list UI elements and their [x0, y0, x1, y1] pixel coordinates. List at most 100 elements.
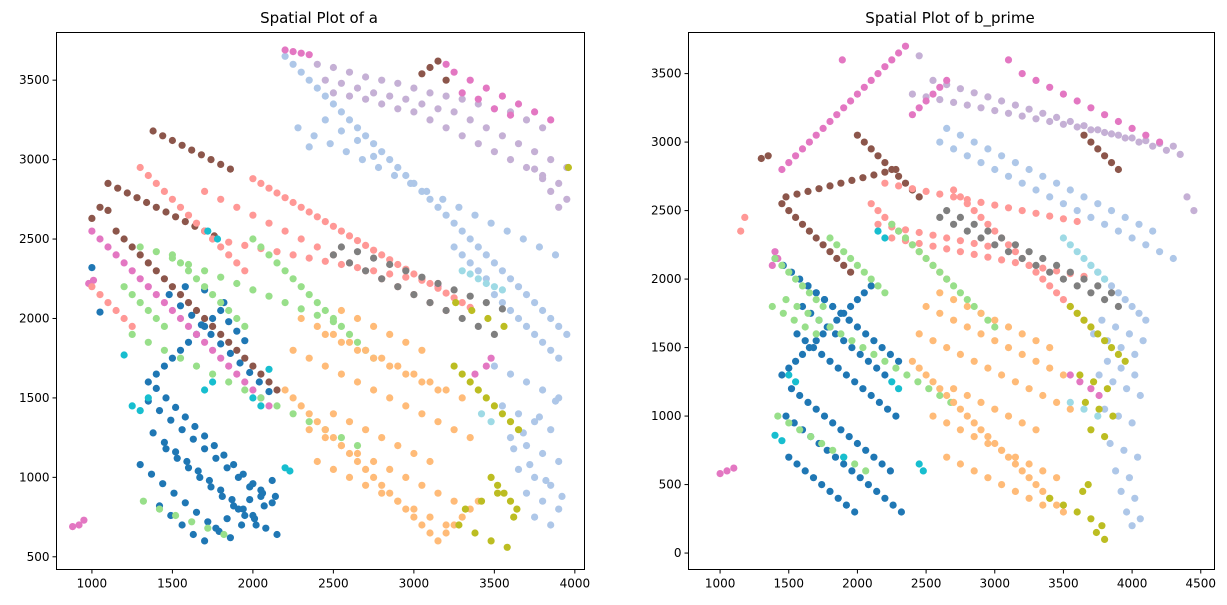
- scatter-point: [798, 302, 807, 311]
- scatter-point: [820, 412, 829, 420]
- scatter-point: [262, 524, 270, 532]
- scatter-point: [779, 309, 787, 317]
- scatter-point: [867, 391, 875, 400]
- scatter-point: [874, 207, 882, 215]
- scatter-point: [977, 159, 985, 167]
- scatter-point: [410, 108, 418, 116]
- scatter-point: [378, 100, 386, 108]
- scatter-point: [998, 481, 1006, 489]
- scatter-point: [217, 486, 225, 494]
- scatter-point: [466, 434, 474, 442]
- scatter-point: [362, 481, 370, 489]
- scatter-point: [833, 241, 841, 249]
- scatter-point: [329, 222, 337, 230]
- scatter-point: [838, 56, 846, 64]
- scatter-point: [297, 305, 305, 313]
- scatter-point: [970, 207, 978, 215]
- scatter-point: [213, 235, 222, 243]
- scatter-point: [1018, 254, 1026, 263]
- scatter-point: [1117, 364, 1125, 372]
- scatter-point: [246, 483, 254, 491]
- scatter-point: [136, 299, 144, 307]
- scatter-point: [136, 461, 144, 469]
- scatter-point: [1066, 302, 1074, 311]
- scatter-point: [1004, 204, 1013, 212]
- scatter-point: [241, 378, 249, 386]
- scatter-point: [490, 105, 498, 113]
- scatter-point: [837, 309, 845, 317]
- scatter-point: [1032, 268, 1040, 276]
- scatter-point: [1080, 405, 1088, 413]
- scatter-point: [466, 76, 474, 84]
- scatter-point: [353, 338, 362, 346]
- scatter-point: [963, 296, 971, 304]
- scatter-point: [956, 248, 965, 256]
- scatter-point: [1011, 159, 1020, 167]
- scatter-point: [233, 259, 241, 267]
- scatter-point: [915, 330, 923, 338]
- scatter-point: [482, 251, 490, 259]
- scatter-point: [998, 234, 1006, 242]
- scatter-point: [257, 243, 265, 251]
- scatter-point: [466, 259, 474, 267]
- scatter-point: [337, 306, 345, 315]
- scatter-point: [88, 283, 96, 291]
- scatter-point: [881, 179, 889, 187]
- scatter-point: [826, 357, 834, 365]
- scatter-point: [793, 190, 801, 198]
- scatter-point: [329, 100, 337, 108]
- x-tick-label: 1500: [157, 577, 188, 591]
- scatter-point: [812, 289, 820, 297]
- y-axis: 0 500 1000 1500 2000 2500 3000 3500: [651, 67, 689, 560]
- scatter-point: [178, 141, 186, 149]
- scatter-point: [273, 248, 281, 256]
- scatter-point: [144, 378, 152, 386]
- scatter-point: [771, 431, 779, 439]
- scatter-point: [265, 388, 273, 396]
- scatter-point: [991, 227, 999, 235]
- scatter-point: [1073, 217, 1081, 226]
- scatter-point: [225, 251, 233, 259]
- scatter-point: [226, 349, 234, 357]
- scatter-panel-a: Spatial Plot of a 1000 1500 2000 2500 3000 35…: [19, 9, 590, 591]
- scatter-point: [1087, 213, 1095, 221]
- scatter-point: [895, 172, 903, 180]
- scatter-point: [402, 171, 410, 180]
- scatter-point: [818, 439, 826, 448]
- scatter-point: [929, 412, 937, 420]
- scatter-point: [840, 261, 848, 269]
- scatter-point: [943, 344, 951, 352]
- scatter-point: [297, 283, 305, 291]
- scatter-point: [410, 505, 418, 513]
- scatter-point: [362, 465, 370, 473]
- scatter-point: [801, 337, 809, 345]
- scatter-point: [329, 251, 337, 259]
- scatter-point: [249, 286, 257, 294]
- scatter-point: [785, 419, 793, 427]
- scatter-point: [1032, 186, 1040, 194]
- scatter-point: [1101, 128, 1109, 137]
- scatter-point: [168, 136, 176, 145]
- scatter-point: [936, 391, 944, 400]
- scatter-point: [1101, 433, 1109, 441]
- scatter-point: [950, 193, 958, 201]
- y-tick-label: 1000: [651, 409, 682, 423]
- scatter-point: [1101, 220, 1109, 228]
- scatter-point: [75, 521, 83, 529]
- scatter-point: [901, 42, 910, 50]
- scatter-point: [466, 116, 474, 124]
- scatter-point: [209, 314, 217, 323]
- scatter-point: [936, 289, 944, 297]
- scatter-point: [1095, 405, 1103, 413]
- scatter-point: [402, 402, 410, 410]
- scatter-point: [922, 371, 930, 379]
- scatter-point: [181, 218, 189, 226]
- scatter-point: [482, 84, 490, 92]
- scatter-point: [1011, 487, 1020, 495]
- scatter-point: [514, 283, 523, 291]
- scatter-point: [1004, 323, 1013, 331]
- scatter-point: [329, 434, 337, 442]
- scatter-point: [793, 330, 801, 338]
- scatter-point: [178, 426, 186, 434]
- scatter-point: [1114, 289, 1122, 297]
